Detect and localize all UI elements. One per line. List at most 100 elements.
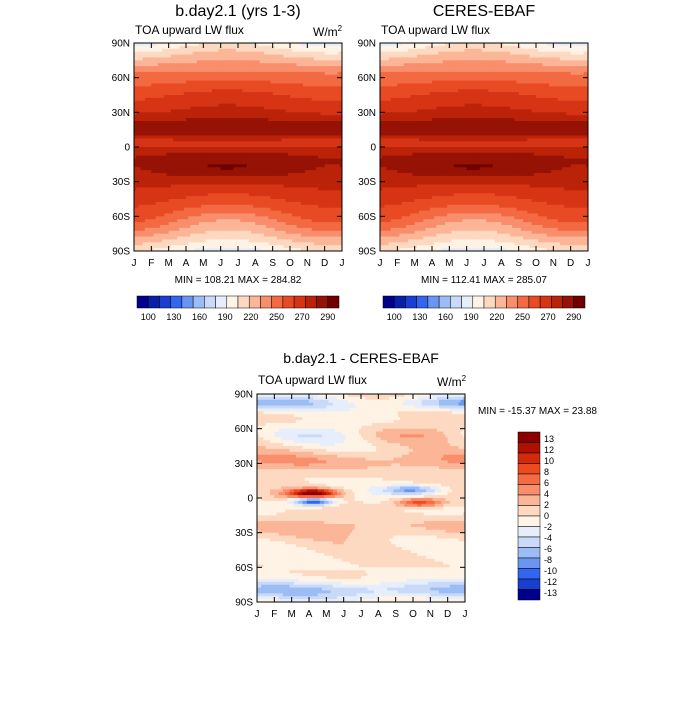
heatmap-cell (160, 227, 163, 232)
heatmap-cell (147, 69, 150, 73)
heatmap-cell (147, 147, 150, 151)
heatmap-cell (160, 230, 163, 235)
heatmap-cell (160, 193, 163, 197)
heatmap-cell (153, 210, 157, 214)
heatmap-cell (136, 135, 139, 139)
heatmap-cell (162, 138, 165, 142)
heatmap-cell (140, 236, 144, 240)
heatmap-cell (168, 187, 172, 191)
heatmap-cell (138, 175, 141, 180)
heatmap-cell (142, 97, 146, 102)
heatmap-cell (153, 175, 157, 180)
heatmap-cell (134, 77, 137, 81)
heatmap-cell (138, 144, 141, 148)
heatmap-cell (147, 236, 150, 240)
heatmap-cell (168, 45, 172, 50)
heatmap-cell (149, 80, 152, 84)
heatmap-cell (157, 193, 161, 197)
heatmap-cell (168, 109, 172, 113)
heatmap-cell (151, 170, 154, 174)
heatmap-cell (138, 57, 141, 61)
heatmap-cell (151, 207, 154, 211)
heatmap-cell (140, 138, 144, 142)
heatmap-cell (166, 66, 170, 70)
heatmap-cell (147, 77, 150, 81)
heatmap-cell (147, 132, 150, 136)
heatmap-cell (134, 167, 137, 171)
heatmap-cell (149, 129, 152, 133)
heatmap-cell (149, 51, 152, 55)
heatmap-cell (142, 181, 146, 185)
heatmap-cell (160, 121, 163, 125)
heatmap-cell (168, 204, 172, 209)
panel-model: b.day2.1 (yrs 1-3) TOA upward LW flux W/… (112, 3, 345, 322)
heatmap-cell (138, 123, 141, 128)
heatmap-cell (155, 213, 159, 217)
heatmap-cell (155, 207, 159, 211)
heatmap-cell (155, 201, 159, 206)
heatmap-cell (136, 155, 139, 159)
heatmap-cell (166, 175, 170, 180)
heatmap-cell (140, 74, 144, 79)
heatmap-cell (134, 210, 137, 214)
heatmap-cell (134, 161, 137, 165)
heatmap-cell (162, 204, 165, 209)
heatmap-cell (153, 152, 157, 157)
heatmap-cell (162, 95, 165, 99)
heatmap-cell (153, 178, 157, 183)
heatmap-cell (166, 48, 170, 53)
heatmap-cell (160, 63, 163, 67)
heatmap-cell (166, 103, 170, 107)
heatmap-cell (164, 173, 167, 177)
heatmap-cell (166, 190, 170, 194)
heatmap-cell (151, 161, 154, 165)
heatmap-cell (134, 173, 137, 177)
heatmap-cell (142, 80, 146, 84)
heatmap-cell (153, 57, 157, 61)
heatmap-cell (138, 89, 141, 93)
heatmap-cell (144, 161, 148, 165)
heatmap-cell (168, 201, 172, 206)
heatmap-cell (153, 60, 157, 64)
heatmap-cell (155, 69, 159, 73)
heatmap-cell (134, 248, 137, 252)
heatmap-cell (162, 144, 165, 148)
heatmap-cell (157, 138, 161, 142)
heatmap-cell (153, 233, 157, 237)
heatmap-cell (157, 106, 161, 110)
heatmap-cell (142, 103, 146, 107)
heatmap-cell (140, 92, 144, 96)
heatmap-cell (140, 248, 144, 252)
heatmap-cell (153, 48, 157, 53)
heatmap-cell (149, 210, 152, 214)
heatmap-cell (136, 170, 139, 174)
heatmap-cell (168, 135, 172, 139)
heatmap-cell (153, 86, 157, 90)
heatmap-cell (136, 161, 139, 165)
heatmap-cell (134, 83, 137, 87)
heatmap-cell (147, 115, 150, 119)
heatmap-cell (149, 196, 152, 200)
heatmap-cell (144, 175, 148, 180)
heatmap-cell (134, 135, 137, 139)
heatmap-cell (168, 89, 172, 93)
heatmap-cell (162, 106, 165, 110)
heatmap-cell (151, 233, 154, 237)
heatmap-cell (138, 97, 141, 102)
heatmap-cell (149, 233, 152, 237)
heatmap-cell (136, 164, 139, 168)
heatmap-cell (168, 121, 172, 125)
heatmap-cell (168, 141, 172, 145)
heatmap-cell (168, 196, 172, 200)
heatmap-cell (138, 115, 141, 119)
heatmap-cell (153, 74, 157, 79)
heatmap-cell (144, 219, 148, 223)
heatmap-cell (140, 233, 144, 237)
heatmap-cell (153, 187, 157, 191)
heatmap-cell (157, 77, 161, 81)
heatmap-cell (136, 66, 139, 70)
heatmap-cell (164, 112, 167, 116)
heatmap-cell (164, 207, 167, 211)
heatmap-cell (166, 132, 170, 136)
heatmap-cell (160, 239, 163, 243)
